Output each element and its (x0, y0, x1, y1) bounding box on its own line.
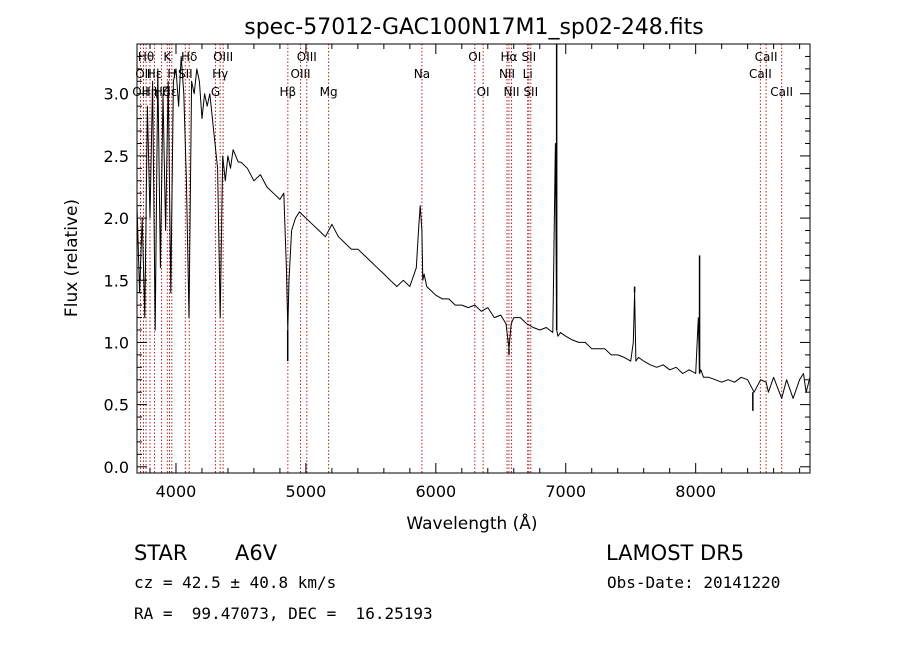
line-marker-label-24: Li (523, 67, 533, 81)
object-class: STAR (134, 541, 188, 565)
y-tick-label-0: 0.0 (104, 458, 129, 477)
y-tick-label-3: 1.5 (104, 271, 129, 290)
x-tick-label-4: 8000 (675, 482, 716, 501)
line-marker-label-0: OII (132, 85, 149, 99)
plot-frame (136, 43, 811, 474)
line-marker-label-2: Hθ (138, 50, 154, 64)
line-marker-label-10: Hδ (181, 50, 197, 64)
line-marker-label-17: Mg (320, 85, 338, 99)
y-tick-label-4: 2.0 (104, 209, 129, 228)
line-marker-label-27: CaII (749, 67, 772, 81)
line-marker-label-23: NII (504, 85, 520, 99)
line-marker-label-21: NII (499, 67, 515, 81)
line-marker-label-6: K (163, 50, 172, 64)
spectrum-series (136, 44, 811, 411)
axes: 4000 5000 6000 7000 8000 0.0 0.5 1.0 1.5 2.0 2.5 3.… (104, 43, 811, 501)
x-tick-label-2: 6000 (415, 482, 456, 501)
coordinates: RA = 99.47073, DEC = 16.25193 (134, 604, 433, 623)
line-marker-label-3: Hη (142, 85, 159, 99)
line-marker-label-18: Na (414, 67, 430, 81)
x-axis-label: Wavelength (Å) (406, 512, 537, 534)
y-tick-label-5: 2.5 (104, 147, 129, 166)
y-tick-label-6: 3.0 (104, 85, 129, 104)
line-marker-label-4: Hε (147, 67, 163, 81)
line-marker-label-15: OIII (291, 67, 311, 81)
line-marker-label-29: CaII (770, 85, 793, 99)
line-marker-label-19: OI (468, 50, 481, 64)
line-marker-label-7: Hε (162, 85, 178, 99)
line-marker-label-8: H (167, 67, 176, 81)
spectrum-line (136, 55, 811, 399)
line-marker-label-9: SII (178, 67, 193, 81)
y-axis-label: Flux (relative) (62, 199, 82, 317)
y-tick-label-2: 1.0 (104, 333, 129, 352)
line-marker-label-20: OI (477, 85, 490, 99)
x-tick-label-3: 7000 (545, 482, 586, 501)
line-marker-label-1: OII (135, 67, 152, 81)
line-marker-label-12: Hγ (212, 67, 228, 81)
x-tick-label-0: 4000 (156, 482, 197, 501)
chart-title: spec-57012-GAC100N17M1_sp02-248.fits (244, 15, 704, 40)
line-marker-label-28: CaII (755, 50, 778, 64)
observation-date: Obs-Date: 20141220 (607, 573, 781, 592)
redshift-velocity: cz = 42.5 ± 40.8 km/s (134, 573, 337, 592)
object-subclass: A6V (235, 541, 278, 565)
line-marker-label-16: OIII (297, 50, 317, 64)
survey-name: LAMOST DR5 (606, 541, 745, 565)
line-marker-label-26: SII (523, 85, 538, 99)
spectral-line-markers (140, 44, 783, 473)
line-marker-label-14: Hβ (279, 85, 296, 99)
line-marker-label-13: OIII (213, 50, 233, 64)
x-tick-label-1: 5000 (286, 482, 327, 501)
line-marker-label-25: SII (521, 50, 536, 64)
line-marker-label-11: G (211, 85, 220, 99)
y-tick-label-1: 0.5 (104, 396, 129, 415)
line-marker-label-22: Hα (501, 50, 518, 64)
